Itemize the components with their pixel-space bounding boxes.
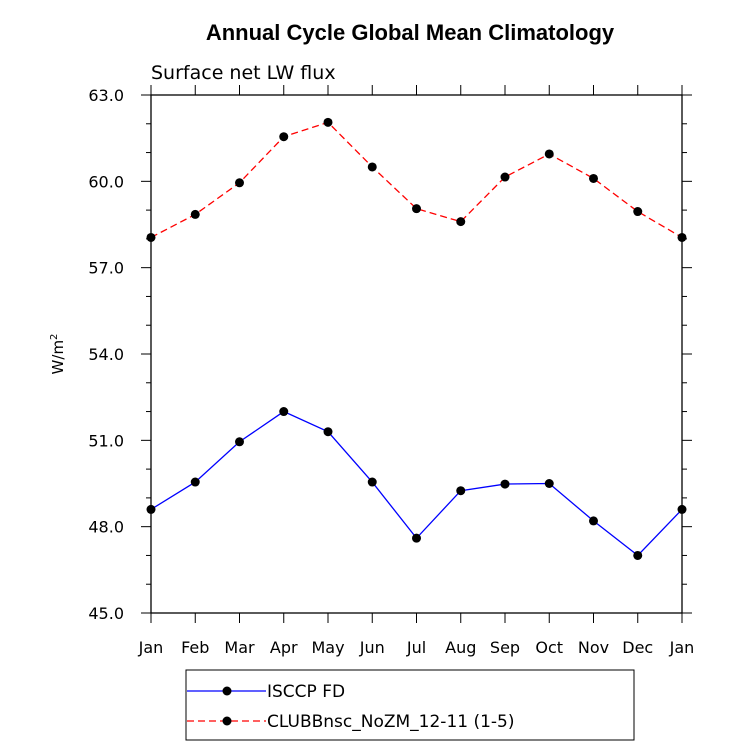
series-2-point (633, 207, 643, 217)
series-2-point (412, 204, 421, 214)
y-tick-labels: 45.0 48.0 51.0 54.0 57.0 60.0 63.0 (88, 86, 124, 623)
x-tick-labels: Jan Feb Mar Apr May Jun Jul Aug Sep Oct Nov Dec Jan (138, 638, 695, 657)
legend-label-2: CLUBBnsc_NoZM_12-11 (1-5) (267, 712, 515, 732)
series-1-point (456, 486, 466, 496)
series-2-point (323, 117, 333, 127)
series-2-point (456, 217, 466, 227)
x-tick-label: Mar (224, 638, 255, 657)
series-1-point (146, 504, 156, 514)
series-1-point (677, 504, 687, 514)
legend-box (185, 669, 635, 741)
series-1-point (500, 479, 510, 489)
series-2-point (677, 232, 687, 242)
series-1-point (589, 516, 598, 526)
x-tick-label: Sep (490, 638, 520, 657)
x-tick-label: Dec (622, 638, 653, 657)
y-tick-label: 48.0 (88, 518, 124, 537)
series-2-point (235, 178, 244, 188)
series-2-point (190, 209, 200, 219)
x-tick-label: Aug (445, 638, 476, 657)
series-1-point (367, 477, 377, 487)
x-tick-label: Jan (138, 638, 164, 657)
legend-label-1: ISCCP FD (267, 682, 345, 702)
x-tick-label: May (311, 638, 344, 657)
series-layer (146, 117, 687, 560)
series-1-point (235, 437, 244, 447)
x-tick-label: Jun (359, 638, 385, 657)
chart-title: Annual Cycle Global Mean Climatology (206, 20, 615, 45)
series-1-point (633, 550, 643, 560)
y-axis-label: W/m2 (49, 334, 67, 375)
series-line-2 (150, 121, 683, 239)
x-tick-label: Apr (270, 638, 298, 657)
series-2-point (589, 173, 598, 183)
series-2-point (146, 232, 156, 242)
series-2-point (500, 172, 510, 182)
y-tick-label: 51.0 (88, 431, 124, 450)
x-tick-label: Nov (578, 638, 609, 657)
x-tick-label: Feb (181, 638, 209, 657)
y-tick-label: 60.0 (88, 172, 124, 191)
y-tick-label: 57.0 (88, 259, 124, 278)
y-tick-label: 63.0 (88, 86, 124, 105)
series-1-point (323, 427, 333, 437)
series-1-point (279, 407, 289, 417)
series-2-point (544, 149, 554, 159)
legend: ISCCP FD CLUBBnsc_NoZM_12-11 (1-5) (187, 682, 515, 732)
x-tick-label: Oct (535, 638, 563, 657)
x-tick-label: Jul (406, 638, 426, 657)
y-tick-label: 45.0 (88, 604, 124, 623)
series-1-point (190, 477, 200, 487)
series-1-point (544, 479, 554, 488)
legend-marker-2 (222, 716, 232, 726)
x-tick-label: Jan (669, 638, 695, 657)
chart-subtitle: Surface net LW flux (151, 62, 336, 84)
legend-marker-1 (222, 686, 232, 696)
series-1-point (412, 533, 421, 543)
series-2-point (367, 162, 377, 172)
series-2-point (279, 132, 289, 142)
axis-ticks (141, 85, 692, 623)
y-tick-label: 54.0 (88, 345, 124, 364)
